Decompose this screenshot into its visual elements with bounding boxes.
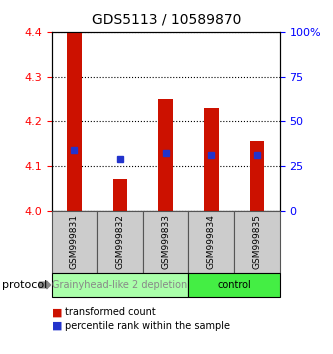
Text: control: control (217, 280, 251, 290)
Bar (159, 99, 173, 211)
Text: Grainyhead-like 2 depletion: Grainyhead-like 2 depletion (52, 280, 188, 290)
Text: GSM999832: GSM999832 (116, 214, 125, 269)
Text: GDS5113 / 10589870: GDS5113 / 10589870 (92, 12, 241, 27)
Text: GSM999835: GSM999835 (252, 214, 261, 269)
Text: transformed count: transformed count (65, 307, 156, 317)
Bar (204, 108, 218, 211)
Text: GSM999833: GSM999833 (161, 214, 170, 269)
Text: percentile rank within the sample: percentile rank within the sample (65, 321, 230, 331)
Bar (250, 141, 264, 211)
Bar (113, 179, 127, 211)
Text: protocol: protocol (2, 280, 47, 290)
Text: ■: ■ (52, 307, 62, 317)
Text: ■: ■ (52, 321, 62, 331)
Text: GSM999834: GSM999834 (207, 214, 216, 269)
Bar (67, 32, 82, 211)
Text: GSM999831: GSM999831 (70, 214, 79, 269)
